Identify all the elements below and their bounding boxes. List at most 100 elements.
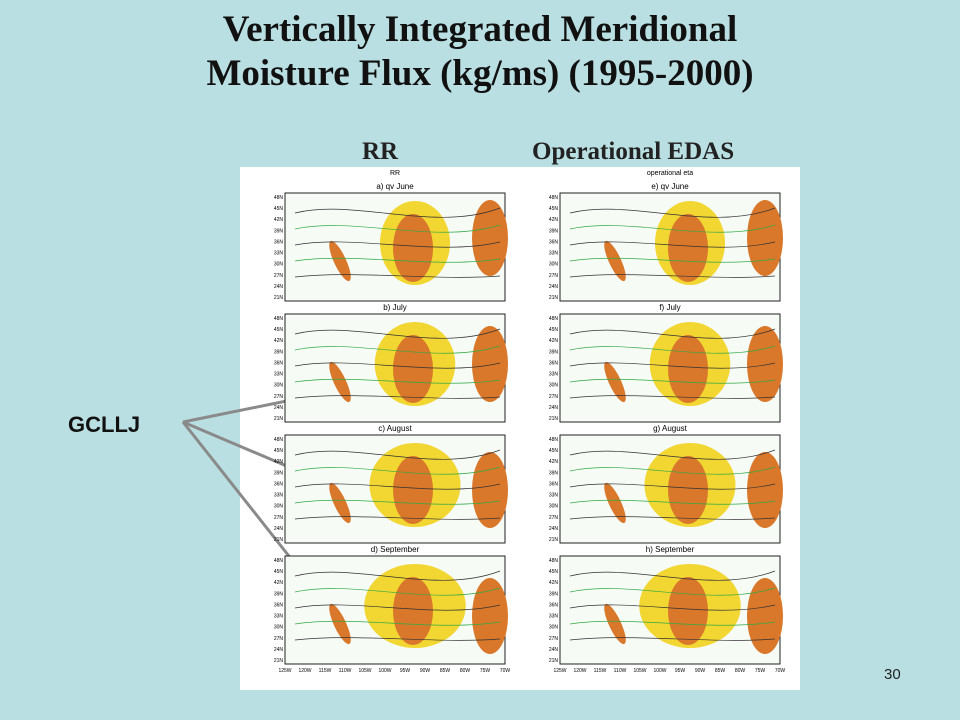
moisture-core <box>668 577 708 645</box>
contour <box>569 499 776 505</box>
moisture-east <box>747 452 783 528</box>
panel-header: operational eta <box>647 170 693 177</box>
contour <box>294 395 501 399</box>
map-panel <box>284 313 508 423</box>
contour <box>569 620 776 626</box>
lat-label: 48N <box>274 195 284 201</box>
panel-label: c) August <box>378 424 412 433</box>
contour <box>294 274 501 278</box>
lat-label: 45N <box>274 206 284 212</box>
lat-label: 48N <box>274 316 284 322</box>
lat-label: 33N <box>274 251 284 257</box>
lat-label: 27N <box>549 636 559 642</box>
lat-label: 39N <box>274 349 284 355</box>
contour <box>294 449 501 460</box>
lat-label: 36N <box>274 602 284 608</box>
gulf-jet <box>604 240 626 282</box>
moisture-east <box>472 452 508 528</box>
contour <box>294 241 501 248</box>
map-panel <box>284 555 508 665</box>
lat-label: 39N <box>549 228 559 234</box>
gulf-jet <box>329 361 351 403</box>
gulf-jet <box>604 361 626 403</box>
contour <box>569 604 776 611</box>
lat-label: 48N <box>274 558 284 564</box>
contour <box>294 637 501 641</box>
lat-label: 39N <box>274 591 284 597</box>
contour <box>294 257 501 263</box>
contour <box>569 483 776 490</box>
contour <box>569 207 776 218</box>
contour <box>569 345 776 354</box>
contour <box>569 587 776 596</box>
lat-label: 36N <box>549 602 559 608</box>
moisture-east <box>747 326 783 402</box>
lat-label: 30N <box>549 625 559 631</box>
moisture-core <box>668 456 708 524</box>
contour <box>569 637 776 641</box>
lon-label: 120W <box>573 668 586 674</box>
lat-label: 45N <box>549 569 559 575</box>
lat-label: 33N <box>549 372 559 378</box>
gulf-jet <box>604 482 626 524</box>
lat-label: 27N <box>274 394 284 400</box>
contour <box>294 362 501 369</box>
lat-label: 39N <box>274 228 284 234</box>
lon-label: 125W <box>278 668 291 674</box>
callout-label: GCLLJ <box>68 412 141 437</box>
lat-label: 42N <box>549 459 559 465</box>
panel-label: b) July <box>383 303 407 312</box>
lat-label: 24N <box>274 405 284 411</box>
panel-label: a) qv June <box>376 182 414 191</box>
lat-label: 21N <box>549 658 559 664</box>
lat-label: 36N <box>274 481 284 487</box>
lat-label: 21N <box>274 416 284 422</box>
lat-label: 42N <box>274 338 284 344</box>
map-panel <box>284 192 508 302</box>
gulf-jet <box>329 482 351 524</box>
moisture-east <box>472 200 508 276</box>
contour <box>294 604 501 611</box>
lon-label: 85W <box>715 668 726 674</box>
panel-label: f) July <box>659 303 680 312</box>
map-panel <box>284 434 508 544</box>
lat-label: 30N <box>274 504 284 510</box>
lat-label: 27N <box>549 273 559 279</box>
moisture-core <box>393 456 433 524</box>
lat-label: 30N <box>274 262 284 268</box>
lat-label: 45N <box>274 569 284 575</box>
lat-label: 24N <box>549 284 559 290</box>
contour <box>294 224 501 233</box>
lat-label: 42N <box>274 217 284 223</box>
lon-label: 105W <box>633 668 646 674</box>
lat-label: 33N <box>274 372 284 378</box>
moisture-east <box>747 200 783 276</box>
lat-label: 21N <box>274 537 284 543</box>
lon-label: 100W <box>653 668 666 674</box>
slide-title: Vertically Integrated Meridional Moistur… <box>0 8 960 96</box>
lat-label: 24N <box>549 405 559 411</box>
lat-label: 27N <box>274 273 284 279</box>
lat-label: 33N <box>549 614 559 620</box>
title-line: Vertically Integrated Meridional <box>222 9 738 50</box>
lat-label: 42N <box>549 217 559 223</box>
contour <box>294 207 501 218</box>
lat-label: 48N <box>549 437 559 443</box>
contour <box>569 378 776 384</box>
lat-label: 36N <box>549 239 559 245</box>
lat-label: 27N <box>549 515 559 521</box>
lat-label: 24N <box>274 647 284 653</box>
gulf-jet <box>329 240 351 282</box>
lat-label: 36N <box>549 481 559 487</box>
moisture-core <box>393 577 433 645</box>
lat-label: 42N <box>274 580 284 586</box>
lat-label: 36N <box>274 360 284 366</box>
contour <box>294 378 501 384</box>
lat-label: 30N <box>274 625 284 631</box>
lat-label: 30N <box>549 504 559 510</box>
map-panel <box>559 555 783 665</box>
lon-label: 125W <box>553 668 566 674</box>
contour <box>294 328 501 339</box>
lat-label: 30N <box>549 262 559 268</box>
